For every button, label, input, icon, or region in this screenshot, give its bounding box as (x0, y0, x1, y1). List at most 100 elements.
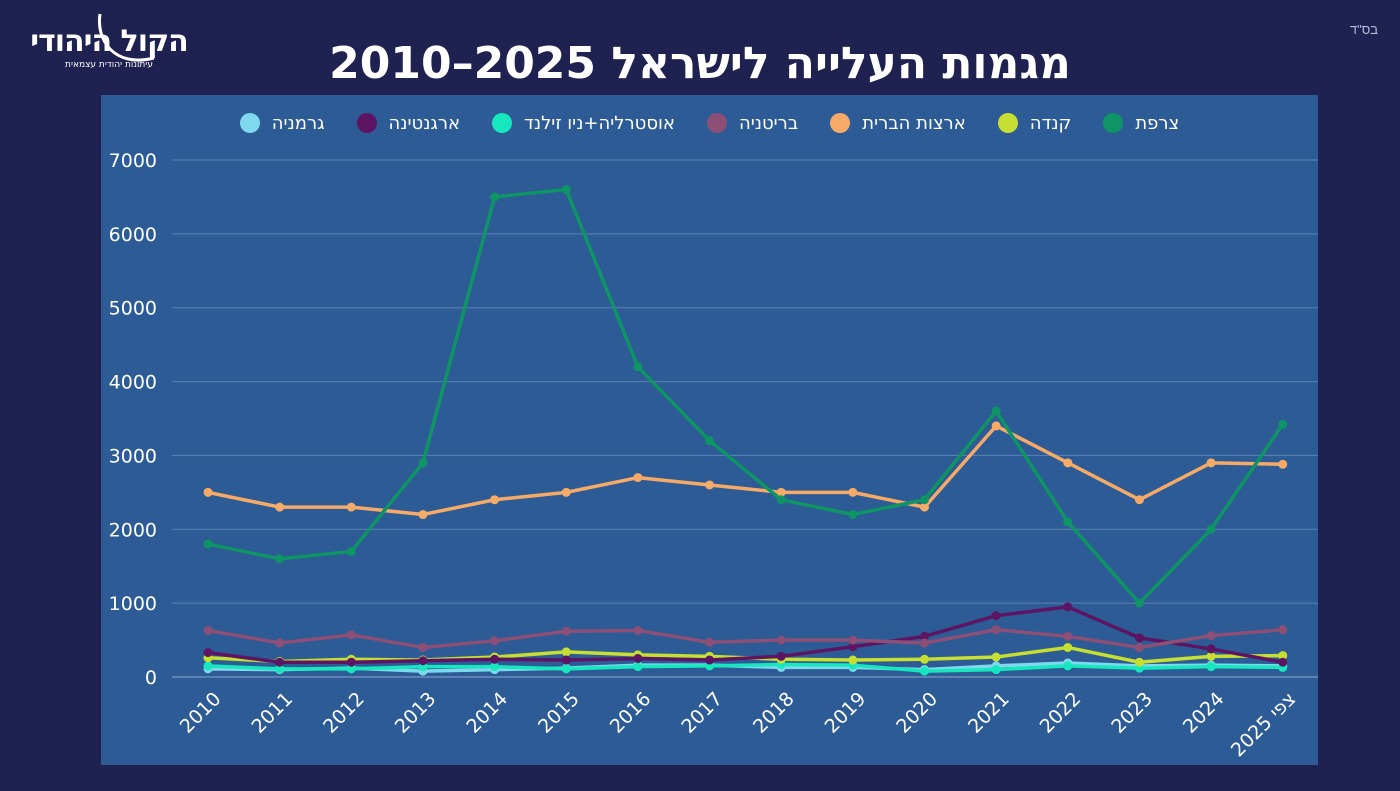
x-tick-label: צפי 2025 (1227, 688, 1300, 761)
legend-swatch (492, 113, 513, 133)
data-point (1063, 642, 1073, 652)
data-point (418, 642, 428, 652)
data-point (1134, 598, 1144, 608)
data-point (561, 647, 571, 657)
data-point (1134, 657, 1144, 667)
data-point (1134, 495, 1144, 505)
data-point (203, 661, 213, 671)
data-point (920, 654, 929, 664)
legend-item: קנדה (997, 112, 1072, 134)
y-tick-label: 0 (145, 667, 157, 689)
legend-item: ארגנטינה (356, 112, 461, 134)
y-tick-label: 4000 (109, 372, 157, 394)
data-point (1206, 651, 1216, 661)
data-point (920, 638, 929, 648)
data-point (1278, 625, 1288, 635)
data-point (275, 657, 285, 667)
data-point (1278, 651, 1288, 661)
data-point (1206, 662, 1216, 672)
data-point (346, 664, 356, 674)
series-line (207, 662, 1283, 673)
data-point (920, 631, 929, 641)
legend-item: גרמניה (239, 113, 325, 134)
data-point (1206, 458, 1216, 468)
data-point (561, 487, 571, 497)
data-point (633, 473, 643, 483)
data-point (275, 554, 285, 564)
data-point (418, 458, 428, 468)
data-point (920, 666, 929, 676)
legend-label: קנדה (1029, 112, 1072, 134)
chart-legend: צרפת קנדה ארצות הברית בריטניה אוסטרליה+ניו ז… (101, 108, 1318, 138)
data-point (776, 487, 786, 497)
data-point (490, 662, 500, 672)
x-tick-label: 2016 (606, 688, 656, 738)
legend-swatch (706, 113, 727, 133)
logo-swoosh-icon (97, 13, 155, 62)
data-point (991, 665, 1001, 675)
data-point (1206, 644, 1216, 654)
data-point (490, 192, 500, 202)
data-point (203, 487, 213, 497)
data-point (346, 657, 356, 667)
data-point (275, 502, 285, 512)
data-point (490, 636, 500, 646)
x-tick-label: 2015 (534, 688, 584, 738)
legend-swatch (356, 113, 377, 133)
data-point (776, 495, 786, 505)
data-point (633, 625, 643, 635)
data-point (848, 655, 858, 665)
legend-item: צרפת (1103, 113, 1179, 134)
x-tick-label: 2014 (462, 688, 512, 738)
data-point (418, 656, 428, 666)
legend-label: צרפת (1135, 112, 1180, 134)
data-point (1134, 642, 1144, 652)
x-tick-label: 2024 (1179, 688, 1229, 738)
data-point (848, 642, 858, 652)
data-point (1063, 458, 1073, 468)
x-tick-label: 2023 (1107, 688, 1157, 738)
legend-label: ארגנטינה (388, 112, 461, 134)
data-point (1206, 631, 1216, 641)
legend-label: בריטניה (738, 112, 799, 134)
data-point (1063, 517, 1073, 527)
corner-note: בס"ד (1349, 22, 1378, 37)
series-line (207, 627, 1283, 650)
data-point (203, 625, 213, 635)
series-line (207, 187, 1285, 605)
data-point (705, 480, 715, 490)
data-point (991, 406, 1001, 416)
x-tick-label: 2012 (319, 688, 369, 738)
legend-swatch (830, 113, 851, 133)
data-point (991, 611, 1001, 621)
page-title: מגמות העלייה לישראל 2025–2010 (329, 38, 1071, 89)
x-tick-label: 2011 (247, 688, 297, 738)
legend-swatch (1103, 113, 1124, 133)
data-point (346, 546, 356, 556)
data-point (848, 487, 858, 497)
data-point (490, 495, 500, 505)
data-point (203, 648, 213, 658)
x-tick-label: 2010 (176, 688, 226, 738)
y-tick-label: 3000 (109, 445, 157, 467)
data-point (633, 654, 643, 664)
data-point (1134, 633, 1144, 643)
series-line (207, 605, 1284, 664)
x-tick-label: 2013 (391, 688, 441, 738)
data-point (776, 651, 786, 661)
data-point (490, 654, 500, 664)
x-tick-label: 2020 (892, 688, 942, 738)
x-tick-label: 2021 (964, 688, 1014, 738)
data-point (1278, 657, 1288, 667)
x-tick-label: 2022 (1036, 688, 1086, 738)
data-point (991, 652, 1001, 662)
data-point (705, 655, 715, 665)
legend-swatch (239, 113, 260, 133)
logo-name: הקול היהודי (30, 24, 188, 59)
data-point (1063, 631, 1073, 641)
data-point (776, 635, 786, 645)
data-point (920, 495, 929, 505)
series-line (207, 645, 1283, 664)
legend-swatch (997, 113, 1018, 133)
